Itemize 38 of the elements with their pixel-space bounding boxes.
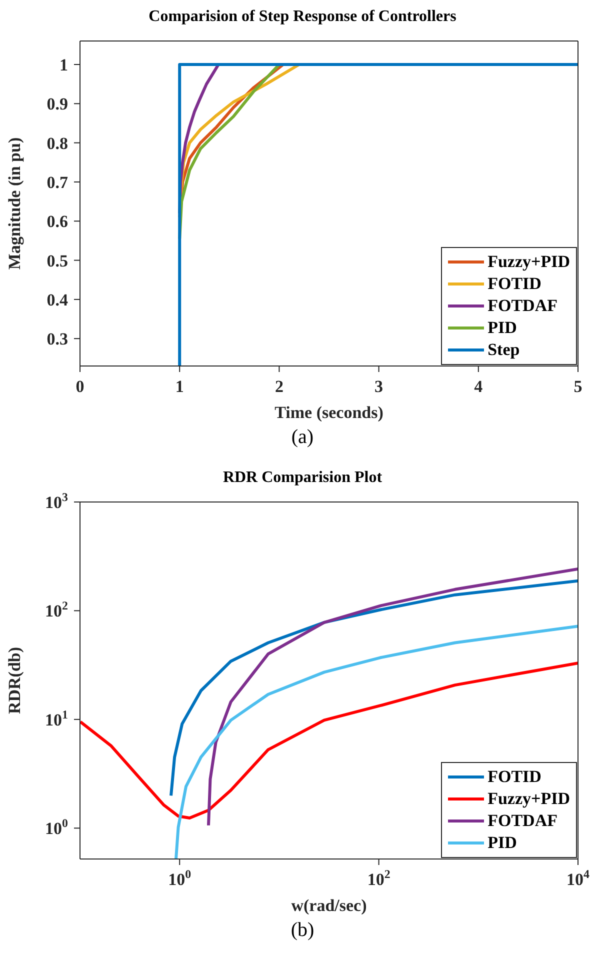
y-tick-label: 0.8 [46,134,68,153]
y-tick-label: 1 [60,55,68,74]
legend-label: FOTID [488,274,542,294]
x-tick-label: 4 [474,377,484,396]
y-axis-title: Magnitude (in pu) [5,137,24,270]
y-tick-label: 0.7 [46,172,68,192]
y-axis-title: RDR(db) [5,646,24,714]
x-tick-label: 10$^{2}$ [367,867,390,889]
y-tick-label: 10$^{0}$ [45,816,68,838]
x-tick-label: 10$^{4}$ [566,867,590,889]
legend-label: Step [488,340,520,360]
x-tick-label: 2 [274,377,284,396]
legend-label: Fuzzy+PID [488,252,570,272]
text: (b) [290,919,316,942]
y-tick-label: 0.9 [46,94,68,114]
y-tick-label: 10$^{1}$ [45,707,68,730]
y-tick-label: 0.3 [46,330,68,349]
y-tick-label: 0.4 [46,290,68,310]
legend-label: PID [488,833,517,853]
chart-title: Comparision of Step Response of Controllers [148,8,458,27]
legend-label: FOTID [488,767,542,787]
x-axis-title: w(rad/sec) [291,896,367,915]
legend-label: PID [488,318,517,338]
y-tick-label: 10$^{2}$ [45,598,68,621]
y-tick-label: 0.5 [46,251,68,270]
x-tick-label: 1 [175,377,184,396]
x-tick-label: 0 [76,377,84,396]
legend-label: FOTDAF [488,296,558,316]
text: (a) [290,426,315,449]
chart-title: RDR Comparision Plot [222,469,384,488]
legend-label: Fuzzy+PID [488,789,570,809]
legend-label: FOTDAF [488,811,558,831]
x-axis-title: Time (seconds) [274,403,384,422]
x-tick-label: 5 [574,377,582,396]
x-tick-label: 10$^{0}$ [168,867,192,889]
x-tick-label: 3 [374,377,384,396]
y-tick-label: 10$^{3}$ [45,490,68,512]
y-tick-label: 0.6 [46,212,68,232]
